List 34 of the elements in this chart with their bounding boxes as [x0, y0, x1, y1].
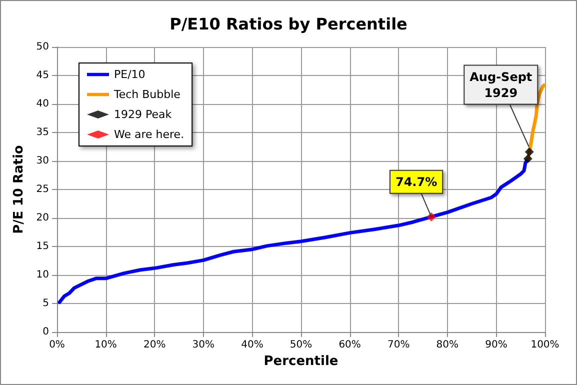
point	[523, 154, 532, 164]
x-tick-label: 30%	[192, 340, 215, 350]
x-tick-label: 60%	[338, 340, 361, 350]
chart-title: P/E10 Ratios by Percentile	[170, 14, 408, 34]
x-tick-label: 80%	[436, 340, 459, 350]
y-tick-label: 40	[36, 98, 49, 110]
annotation: Aug-Sept 1929	[470, 70, 532, 100]
legend-label: We are here.	[114, 128, 184, 141]
annotation: 74.7%	[395, 174, 438, 189]
x-tick-label: 50%	[290, 340, 312, 350]
y-tick-label: 0	[42, 326, 49, 338]
x-tick-label: 20%	[143, 340, 166, 350]
legend-label: PE/10	[114, 68, 146, 81]
y-tick-label: 20	[36, 212, 49, 224]
x-tick-label: 40%	[241, 340, 264, 350]
y-axis-title: P/E 10 Ratio	[11, 145, 26, 234]
point	[524, 147, 534, 156]
y-tick-label: 5	[42, 298, 49, 309]
y-tick-label: 30	[36, 156, 49, 166]
y-tick-label: 35	[36, 127, 49, 138]
x-tick-label: 10%	[94, 340, 117, 350]
y-tick-label: 15	[36, 241, 49, 252]
x-tick-label: 100%	[530, 340, 560, 350]
x-tick-label: 0%	[49, 340, 65, 350]
y-tick-label: 50	[36, 42, 49, 52]
legend-label: 1929 Peak	[114, 108, 172, 121]
legend-label: Tech Bubble	[113, 88, 181, 101]
x-tick-label: 70%	[387, 340, 410, 350]
y-tick-label: 10	[36, 270, 49, 280]
y-tick-label: 45	[36, 70, 49, 81]
y-tick-label: 25	[36, 184, 49, 195]
x-tick-label: 90%	[485, 340, 508, 350]
point	[426, 212, 436, 222]
x-axis-title: Percentile	[264, 354, 338, 369]
